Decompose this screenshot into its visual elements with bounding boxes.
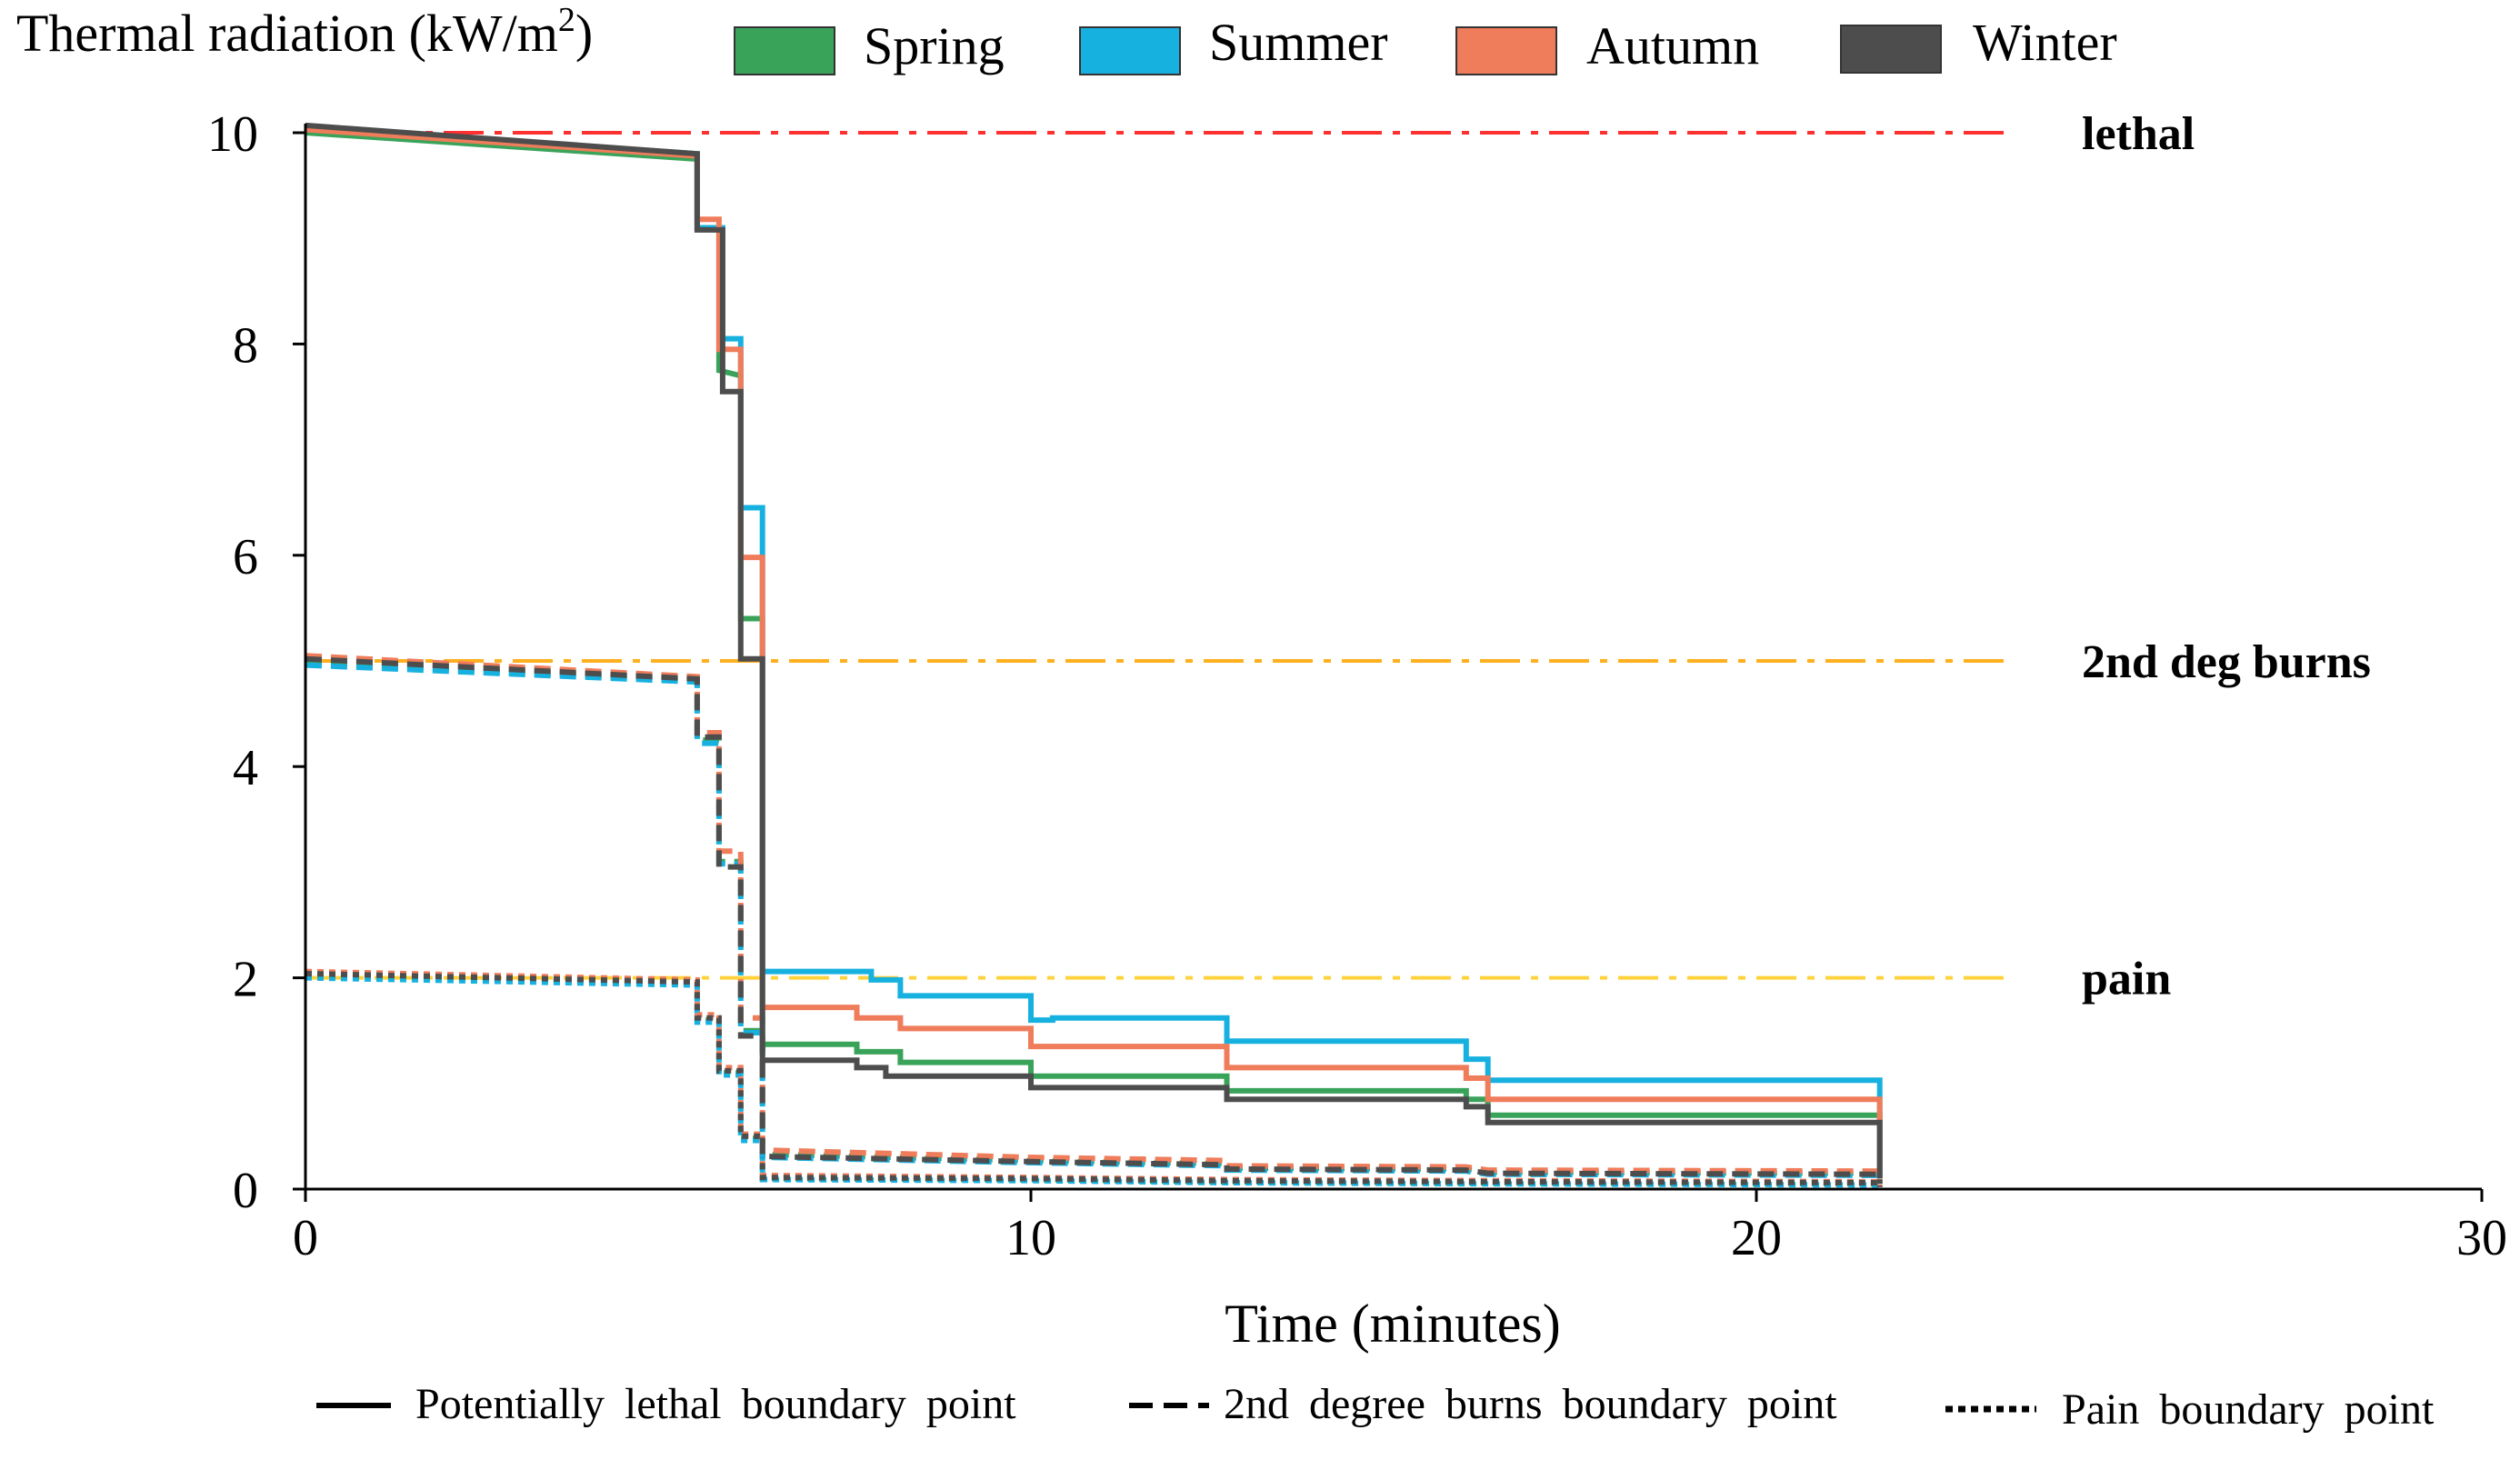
x-tick-label: 20 (1731, 1210, 1782, 1266)
line-style-label-pain: Pain boundary point (2062, 1385, 2435, 1434)
series-line-winter-pain (305, 971, 1883, 1187)
threshold-label-lethal: lethal (2082, 108, 2195, 160)
series-line-summer-lethal (305, 125, 1883, 1179)
x-tick-label: 0 (293, 1210, 318, 1266)
line-style-legend: Potentially lethal boundary point 2nd de… (316, 1380, 2435, 1434)
y-tick-label: 4 (233, 740, 258, 796)
y-tick-label: 0 (233, 1163, 258, 1219)
series-line-spring-2nd-degree-burns (305, 660, 1883, 1185)
series-line-spring-lethal (305, 130, 1883, 1179)
x-tick-label: 30 (2456, 1210, 2507, 1266)
y-axis-label: Thermal radiation (kW/m2) (16, 1, 593, 63)
axes (293, 124, 2484, 1202)
y-tick-label: 2 (233, 952, 258, 1008)
x-tick-label: 10 (1005, 1210, 1056, 1266)
legend-label-spring: Spring (864, 16, 1005, 75)
series-line-autumn-lethal (305, 126, 1883, 1179)
x-axis-label: Time (minutes) (1225, 1294, 1560, 1354)
legend-swatch-spring (734, 26, 835, 75)
legend-label-autumn: Autumn (1586, 16, 1759, 75)
line-style-label-lethal: Potentially lethal boundary point (415, 1380, 1016, 1428)
y-tick-label: 8 (233, 317, 258, 374)
series-line-winter-2nd-degree-burns (305, 655, 1883, 1185)
series-line-summer-2nd-degree-burns (305, 662, 1883, 1185)
y-tick-label: 6 (233, 529, 258, 585)
series-line-autumn-2nd-degree-burns (305, 653, 1883, 1185)
threshold-lines (305, 131, 2011, 980)
legend-label-winter: Winter (1973, 13, 2117, 72)
line-style-label-2nd-degree: 2nd degree burns boundary point (1224, 1380, 1837, 1428)
season-legend: Spring Summer Autumn Winter (734, 13, 2117, 75)
series-line-winter-lethal (305, 122, 1883, 1179)
legend-swatch-summer (1079, 26, 1181, 75)
threshold-label-pain: pain (2082, 954, 2171, 1005)
tick-labels: 0 2 4 6 8 10 0 10 20 30 (207, 106, 2507, 1266)
legend-swatch-winter (1840, 25, 1942, 74)
threshold-label-2nd-deg-burns: 2nd deg burns (2082, 636, 2371, 688)
y-tick-label: 10 (207, 106, 258, 163)
series-lines (305, 122, 1883, 1188)
series-line-autumn-pain (305, 968, 1883, 1187)
legend-swatch-autumn (1455, 26, 1557, 75)
threshold-labels: lethal 2nd deg burns pain (2082, 108, 2371, 1005)
legend-label-summer: Summer (1209, 13, 1388, 72)
